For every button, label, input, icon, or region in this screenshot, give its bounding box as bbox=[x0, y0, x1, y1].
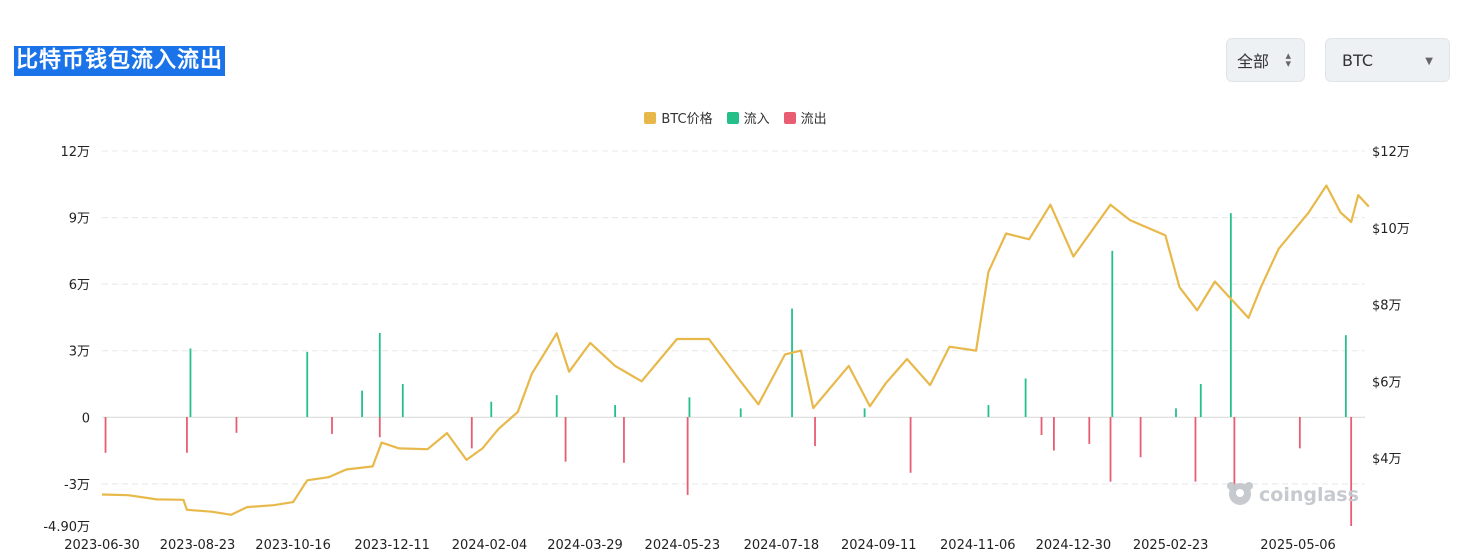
y-left-tick-label: 0 bbox=[82, 411, 90, 426]
y-left-tick-label: -3万 bbox=[64, 478, 90, 493]
inflow-bar bbox=[401, 383, 404, 417]
left-axis-labels: 12万 9万 6万 3万 0 -3万 -4.90万 bbox=[43, 145, 90, 535]
y-left-tick-label: 9万 bbox=[69, 212, 90, 227]
inflow-bar bbox=[614, 405, 617, 417]
legend-label-outflow: 流出 bbox=[800, 112, 827, 127]
inflow-bar bbox=[1111, 250, 1114, 417]
y-right-tick-label: $8万 bbox=[1372, 299, 1402, 314]
outflow-bar bbox=[1233, 417, 1236, 491]
inflow-bar bbox=[1199, 383, 1202, 417]
caret-down-icon: ▼ bbox=[1425, 56, 1433, 67]
inflow-bar bbox=[490, 401, 493, 417]
outflow-bar bbox=[564, 417, 567, 462]
inflow-bar bbox=[688, 397, 691, 417]
x-tick-label: 2024-05-23 bbox=[645, 538, 721, 553]
legend-item-price[interactable]: BTC价格 bbox=[644, 108, 713, 127]
x-tick-label: 2023-12-11 bbox=[354, 538, 430, 553]
outflow-bar bbox=[1109, 417, 1112, 482]
x-tick-label: 2024-11-06 bbox=[940, 538, 1016, 553]
y-left-tick-label: -4.90万 bbox=[43, 520, 90, 535]
outflow-bar bbox=[235, 417, 238, 433]
x-axis-labels: 2023-06-30 2023-08-23 2023-10-16 2023-12-11… bbox=[64, 538, 1336, 553]
inflow-bar bbox=[863, 408, 866, 417]
inflow-bar bbox=[306, 351, 309, 417]
coinglass-logo-icon bbox=[1227, 482, 1253, 505]
y-right-tick-label: $6万 bbox=[1372, 375, 1402, 390]
inflow-bar bbox=[378, 332, 381, 417]
inflow-bar bbox=[987, 405, 990, 417]
inflow-bar bbox=[1175, 408, 1177, 417]
inflow-bar bbox=[739, 408, 742, 417]
time-range-value: 全部 bbox=[1237, 52, 1270, 71]
legend-item-outflow[interactable]: 流出 bbox=[783, 108, 827, 127]
x-tick-label: 2025-02-23 bbox=[1133, 538, 1209, 553]
legend-label-price: BTC价格 bbox=[661, 112, 713, 127]
x-tick-label: 2023-08-23 bbox=[160, 538, 236, 553]
y-left-tick-label: 12万 bbox=[60, 145, 90, 160]
outflow-bar bbox=[623, 417, 625, 463]
flow-bars bbox=[104, 213, 1353, 526]
outflow-bar bbox=[909, 417, 912, 473]
inflow-bar bbox=[1229, 213, 1232, 417]
outflow-bar bbox=[686, 417, 689, 495]
inflow-bar bbox=[555, 395, 558, 417]
page-title: 比特币钱包流入流出 bbox=[14, 46, 226, 76]
x-tick-label: 2024-03-29 bbox=[547, 538, 623, 553]
x-tick-label: 2024-02-04 bbox=[452, 538, 528, 553]
coin-select[interactable]: BTC ▼ bbox=[1325, 38, 1450, 82]
x-tick-label: 2024-12-30 bbox=[1036, 538, 1112, 553]
outflow-bar bbox=[1139, 417, 1142, 458]
inflow-bar bbox=[361, 390, 363, 417]
legend-item-inflow[interactable]: 流入 bbox=[726, 108, 770, 127]
x-tick-label: 2024-09-11 bbox=[841, 538, 917, 553]
coin-select-value: BTC bbox=[1342, 50, 1373, 70]
outflow-bar bbox=[470, 417, 473, 449]
outflow-bar bbox=[814, 417, 816, 447]
time-range-select[interactable]: 全部 ▴ ▾ bbox=[1226, 38, 1305, 82]
chart-legend: BTC价格 流入 流出 bbox=[0, 108, 1471, 127]
y-left-tick-label: 6万 bbox=[69, 278, 90, 293]
outflow-bar bbox=[378, 417, 381, 438]
x-tick-label: 2024-07-18 bbox=[744, 538, 820, 553]
inflow-bar bbox=[1024, 378, 1027, 417]
outflow-bar bbox=[1298, 417, 1301, 449]
outflow-bar bbox=[104, 417, 107, 453]
outflow-bar bbox=[1053, 417, 1055, 451]
outflow-bar bbox=[186, 417, 188, 453]
outflow-bar bbox=[1040, 417, 1043, 436]
right-axis-labels: $12万 $10万 $8万 $6万 $4万 bbox=[1372, 145, 1410, 467]
up-down-arrows-icon: ▴ ▾ bbox=[1285, 49, 1291, 70]
outflow-bar bbox=[1350, 417, 1353, 526]
watermark: coinglass bbox=[1227, 482, 1359, 506]
grid-lines bbox=[102, 150, 1365, 485]
inflow-bar bbox=[1344, 335, 1347, 417]
x-tick-label: 2025-05-06 bbox=[1260, 538, 1336, 553]
legend-swatch-price bbox=[644, 111, 657, 124]
inflow-bar bbox=[791, 308, 793, 417]
outflow-bar bbox=[1194, 417, 1197, 482]
y-right-tick-label: $4万 bbox=[1372, 452, 1402, 467]
x-tick-label: 2023-06-30 bbox=[64, 538, 140, 553]
btc-price-line bbox=[101, 184, 1370, 516]
legend-swatch-inflow bbox=[726, 111, 739, 124]
legend-label-inflow: 流入 bbox=[743, 112, 770, 127]
y-left-tick-label: 3万 bbox=[69, 345, 90, 360]
legend-swatch-outflow bbox=[783, 111, 796, 124]
outflow-bar bbox=[1088, 417, 1091, 444]
y-right-tick-label: $12万 bbox=[1372, 145, 1410, 160]
inflow-bar bbox=[189, 348, 192, 417]
y-right-tick-label: $10万 bbox=[1372, 222, 1410, 237]
outflow-bar bbox=[331, 417, 333, 434]
x-tick-label: 2023-10-16 bbox=[255, 538, 331, 553]
price-line bbox=[101, 184, 1370, 516]
watermark-text: coinglass bbox=[1259, 484, 1359, 506]
